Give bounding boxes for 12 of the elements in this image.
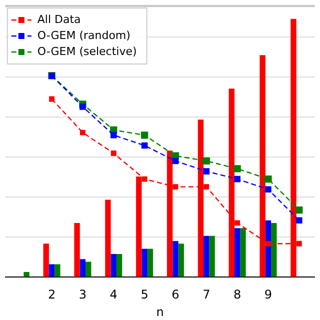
x-tick-label: 4	[110, 288, 118, 302]
x-axis-title: n	[156, 304, 164, 319]
legend-label: O-GEM (selective)	[37, 44, 137, 58]
legend-label: O-GEM (random)	[37, 28, 130, 42]
x-tick-label: 7	[202, 288, 210, 302]
x-tick-label: 2	[48, 288, 56, 302]
x-tick-label: 6	[172, 288, 180, 302]
x-tick-label: 9	[264, 288, 272, 302]
x-tick-label: 5	[140, 288, 148, 302]
legend-label: All Data	[37, 12, 81, 26]
x-tick-label: 3	[78, 288, 87, 302]
x-tick-label: 8	[233, 288, 242, 302]
